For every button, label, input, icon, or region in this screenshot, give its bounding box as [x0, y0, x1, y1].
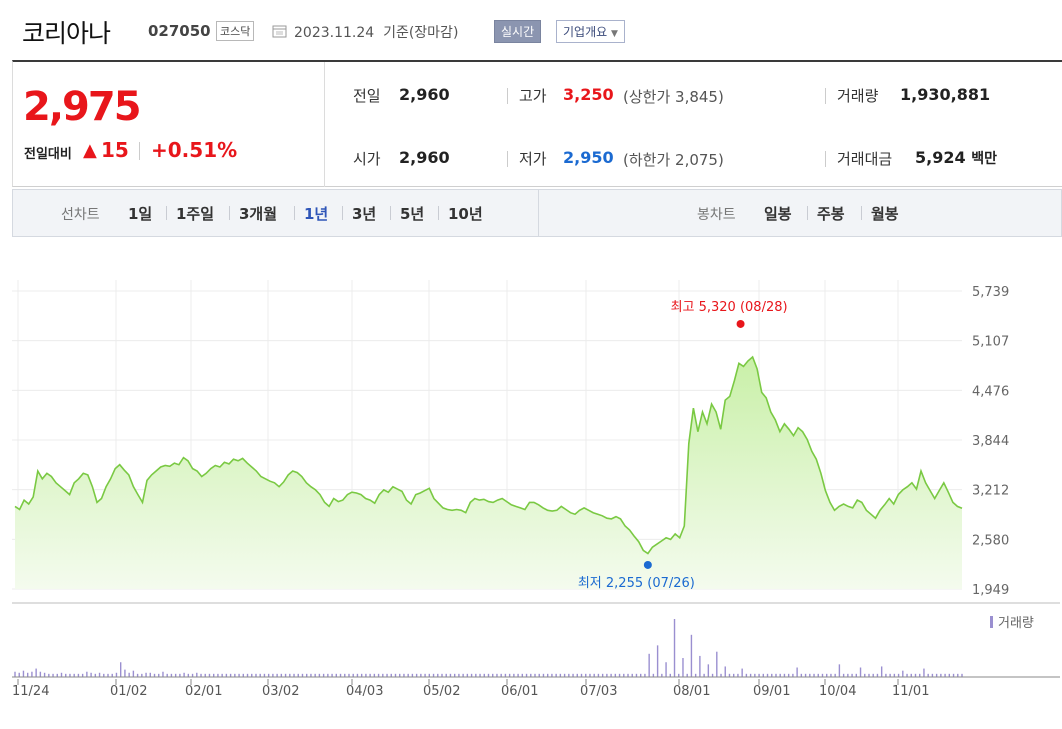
divider [507, 88, 508, 104]
divider [139, 142, 140, 160]
tab-group-divider [538, 190, 539, 236]
divider [166, 206, 167, 220]
price-area [15, 357, 962, 589]
current-price: 2,975 [23, 84, 142, 130]
tab-3month[interactable]: 3개월 [239, 205, 278, 223]
price-chart-svg: 5,739 5,107 4,476 3,844 3,212 2,580 1,949 11/24… [12, 280, 1060, 699]
volume-label: 거래량 [837, 87, 879, 105]
divider [825, 151, 826, 167]
low-annotation: 최저 2,255 (07/26) [578, 576, 695, 591]
divider [342, 206, 343, 220]
divider [861, 206, 862, 220]
stock-header: 코리아나 027050 코스닥 2023.11.24 기준(장마감) 실시간 기… [0, 0, 1062, 60]
tab-weekly-candle[interactable]: 주봉 [817, 205, 845, 223]
date-text: 2023.11.24 기준(장마감) [294, 25, 459, 41]
x-tick-label: 08/01 [673, 684, 710, 699]
market-badge: 코스닥 [216, 21, 255, 41]
tab-5year[interactable]: 5년 [400, 205, 425, 223]
divider [294, 206, 295, 220]
change-value: 15 [101, 138, 129, 162]
divider [229, 206, 230, 220]
divider [507, 151, 508, 167]
lower-limit: (하한가 2,075) [623, 151, 724, 169]
y-tick-label: 4,476 [972, 384, 1009, 399]
volume-legend-swatch [990, 616, 993, 628]
high-label: 고가 [519, 87, 547, 105]
price-line [14, 355, 963, 555]
tab-1day[interactable]: 1일 [128, 205, 153, 223]
x-tick-label: 09/01 [753, 684, 790, 699]
trade-amount-value: 5,924 백만 [915, 148, 997, 167]
x-tick-label: 11/01 [892, 684, 929, 699]
candle-chart-label: 봉차트 [697, 207, 736, 223]
tab-daily-candle[interactable]: 일봉 [764, 205, 792, 223]
x-tick-label: 06/01 [501, 684, 538, 699]
x-tick-label: 01/02 [110, 684, 147, 699]
x-tick-label: 11/24 [12, 684, 49, 699]
calendar-icon [272, 23, 288, 38]
y-tick-label: 2,580 [972, 533, 1009, 548]
volume-legend-label: 거래량 [998, 616, 1034, 631]
open-value: 2,960 [399, 148, 450, 167]
price-panel: 2,975 전일대비 ▲ 15 +0.51% 전일 2,960 고가 3,250… [12, 60, 1062, 187]
price-chart[interactable]: 5,739 5,107 4,476 3,844 3,212 2,580 1,949 11/24… [12, 280, 1062, 700]
company-overview-button[interactable]: 기업개요 ▼ [556, 20, 625, 43]
y-tick-label: 3,212 [972, 484, 1009, 499]
realtime-button[interactable]: 실시간 [494, 20, 542, 43]
prev-close-label: 전일 [353, 87, 381, 105]
x-tick-label: 07/03 [580, 684, 617, 699]
change-label: 전일대비 [24, 147, 72, 162]
upper-limit: (상한가 3,845) [623, 88, 724, 106]
stock-code: 027050 [148, 22, 211, 40]
chart-period-tabs: 선차트 1일 1주일 3개월 1년 3년 5년 10년 봉차트 일봉 주봉 월봉 [12, 189, 1062, 237]
chevron-down-icon: ▼ [611, 29, 618, 39]
volume-value: 1,930,881 [900, 85, 991, 104]
change-rate: +0.51% [151, 138, 238, 162]
low-label: 저가 [519, 150, 547, 168]
y-tick-label: 5,107 [972, 335, 1009, 350]
line-chart-label: 선차트 [61, 207, 100, 223]
x-tick-label: 10/04 [819, 684, 856, 699]
low-value: 2,950 [563, 148, 614, 167]
tab-3year[interactable]: 3년 [352, 205, 377, 223]
up-arrow-icon: ▲ [83, 140, 97, 161]
x-tick-label: 02/01 [185, 684, 222, 699]
y-tick-label: 5,739 [972, 285, 1009, 300]
divider [807, 206, 808, 220]
high-value: 3,250 [563, 85, 614, 104]
stock-name: 코리아나 [22, 19, 111, 48]
x-tick-label: 03/02 [262, 684, 299, 699]
current-price-box: 2,975 전일대비 ▲ 15 +0.51% [13, 62, 325, 187]
divider [825, 88, 826, 104]
high-marker [736, 319, 745, 328]
divider [390, 206, 391, 220]
x-tick-label: 05/02 [423, 684, 460, 699]
trade-amount-label: 거래대금 [837, 150, 893, 168]
tab-1year[interactable]: 1년 [304, 205, 329, 223]
prev-close-value: 2,960 [399, 85, 450, 104]
low-marker [643, 560, 652, 569]
tab-10year[interactable]: 10년 [448, 205, 483, 223]
divider [438, 206, 439, 220]
tab-monthly-candle[interactable]: 월봉 [871, 205, 899, 223]
open-label: 시가 [353, 150, 381, 168]
tab-1week[interactable]: 1주일 [176, 205, 215, 223]
y-tick-label: 1,949 [972, 583, 1009, 598]
x-tick-label: 04/03 [346, 684, 383, 699]
y-tick-label: 3,844 [972, 434, 1009, 449]
high-annotation: 최고 5,320 (08/28) [671, 300, 788, 315]
